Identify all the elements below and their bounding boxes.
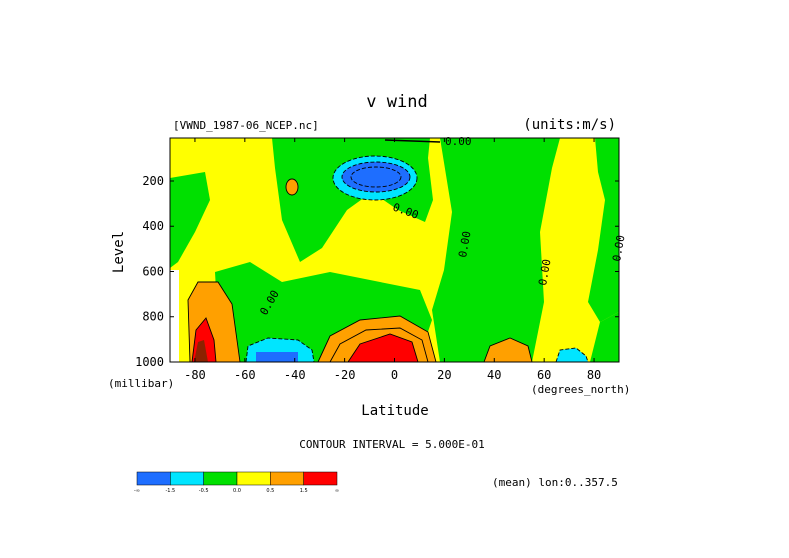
x-axis-label: Latitude <box>361 403 428 419</box>
contour-fill-red-center <box>348 334 418 362</box>
colorbar-tick-label: ∞ <box>335 488 339 494</box>
contour-fill-green-right <box>432 138 560 362</box>
contour-label: 0.00 <box>456 230 473 258</box>
y-units-label: (millibar) <box>108 377 174 390</box>
colorbar-swatch <box>203 471 238 486</box>
colorbar-tick-label: -1.5 <box>165 488 175 494</box>
contour-fill-dark-left <box>194 340 208 362</box>
colorbar-tick-label: 0.0 <box>233 488 241 494</box>
source-label: [VWND_1987-06_NCEP.nc] <box>173 119 319 132</box>
y-tick-label: 200 <box>142 174 164 188</box>
colorbar-tick-label: -0.5 <box>199 488 209 494</box>
x-tick-label: 80 <box>587 368 601 382</box>
chart-title: v wind <box>366 92 427 112</box>
y-axis: 200 400 600 800 1000 <box>135 174 619 369</box>
missing-data-region <box>170 270 179 362</box>
units-label: (units:m/s) <box>523 117 616 133</box>
contour-lines <box>187 139 589 363</box>
y-tick-label: 1000 <box>135 355 164 369</box>
x-tick-label: -60 <box>234 368 256 382</box>
contour-interval-text: CONTOUR INTERVAL = 5.000E-01 <box>299 438 484 451</box>
colorbar-tick-label: -∞ <box>134 488 140 494</box>
y-tick-label: 600 <box>142 264 164 278</box>
x-tick-label: 20 <box>437 368 451 382</box>
x-axis: -80 -60 -40 -20 0 20 40 60 80 <box>184 138 601 382</box>
colorbar-swatch <box>303 471 338 486</box>
x-tick-label: -40 <box>284 368 306 382</box>
contour-label: 0.00 <box>445 135 472 148</box>
colorbar: -∞ -1.5 -0.5 0.0 0.5 1.5 ∞ <box>134 471 339 494</box>
mean-text: (mean) lon:0..357.5 <box>492 476 618 489</box>
y-tick-label: 400 <box>142 219 164 233</box>
y-axis-label: Level <box>111 231 127 273</box>
colorbar-tick-label: 1.5 <box>300 488 308 494</box>
contour-fill-green-left <box>170 172 210 268</box>
x-tick-label: -20 <box>334 368 356 382</box>
colorbar-swatch <box>136 471 171 486</box>
x-units-label: (degrees_north) <box>531 383 630 396</box>
plot-area: 0.00 0.00 0.00 0.00 0.00 0.00 <box>169 135 628 363</box>
x-tick-label: -80 <box>184 368 206 382</box>
contour-fill-blue-lower-left <box>256 352 298 362</box>
colorbar-swatch <box>236 471 271 486</box>
y-tick-label: 800 <box>142 310 164 324</box>
contour-fill-green-bottom-right <box>590 312 619 362</box>
contour-fill-green-far-right <box>588 138 619 322</box>
x-tick-label: 0 <box>391 368 398 382</box>
contour-label: 0.00 <box>536 258 553 286</box>
colorbar-swatch <box>170 471 204 486</box>
contour-fill-orange-small <box>286 179 298 195</box>
contour-fill-cyan-lower-right <box>556 348 588 362</box>
x-tick-label: 60 <box>537 368 551 382</box>
colorbar-swatch <box>270 471 304 486</box>
colorbar-tick-label: 0.5 <box>266 488 274 494</box>
x-tick-label: 40 <box>487 368 501 382</box>
